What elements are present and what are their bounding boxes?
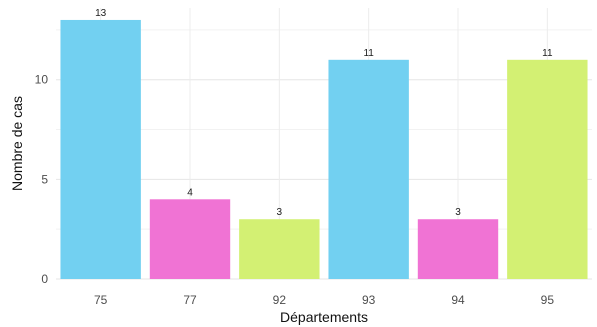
x-tick-label: 93 — [362, 293, 376, 307]
data-label-75: 13 — [95, 8, 107, 19]
y-tick-label: 0 — [41, 272, 48, 286]
y-tick-label: 5 — [41, 172, 48, 186]
grid-lines — [56, 8, 592, 280]
bar-94 — [417, 219, 499, 279]
data-label-93: 11 — [363, 48, 374, 59]
data-label-92: 3 — [277, 207, 283, 218]
bar-93 — [328, 59, 409, 279]
bar-95 — [507, 59, 588, 279]
y-axis-ticks: 0 5 10 — [35, 73, 49, 286]
bar-75 — [60, 19, 141, 280]
x-tick-label: 94 — [451, 293, 465, 307]
x-axis-ticks: 75 77 92 93 94 95 — [94, 293, 554, 307]
x-tick-label: 92 — [273, 293, 287, 307]
x-tick-label: 95 — [541, 293, 555, 307]
bar-77 — [149, 199, 231, 279]
y-axis-title: Nombre de cas — [9, 96, 25, 191]
y-tick-label: 10 — [35, 73, 49, 87]
x-axis-title: Départements — [280, 309, 368, 325]
data-labels: 13 4 3 11 3 11 — [95, 8, 553, 218]
data-label-95: 11 — [542, 48, 553, 59]
bars — [60, 19, 588, 280]
bar-92 — [239, 219, 320, 279]
data-label-77: 4 — [187, 187, 193, 198]
x-tick-label: 75 — [94, 293, 108, 307]
data-label-94: 3 — [455, 207, 461, 218]
x-tick-label: 77 — [183, 293, 197, 307]
